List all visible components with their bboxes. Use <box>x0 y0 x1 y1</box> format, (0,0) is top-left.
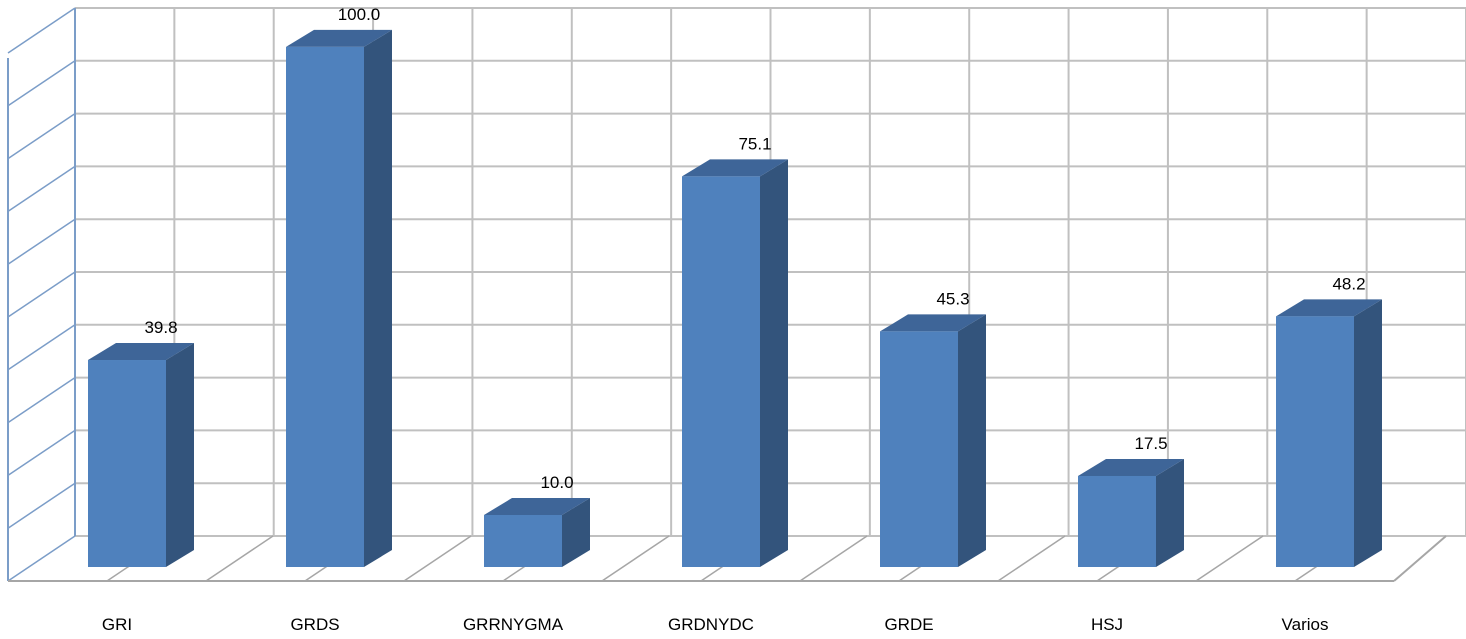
category-label: Varios <box>1282 615 1329 634</box>
chart-bars <box>88 29 1382 568</box>
side-wall-gridline <box>7 535 76 582</box>
side-wall-gridline <box>7 376 76 424</box>
bar-side <box>562 497 590 567</box>
bar-hsj <box>1078 458 1184 567</box>
data-label: 48.2 <box>1332 274 1365 293</box>
side-wall-gridline <box>7 218 76 265</box>
bar-gri <box>88 343 194 567</box>
bar-varios <box>1276 299 1382 567</box>
bar-front <box>1078 475 1156 567</box>
bar-side <box>1354 299 1382 567</box>
floor-gridline <box>403 535 472 582</box>
side-wall-gridline <box>7 7 76 54</box>
floor-right-edge <box>1393 535 1447 582</box>
category-label: GRDS <box>290 615 339 634</box>
data-label: 39.8 <box>144 318 177 337</box>
bar-side <box>364 29 392 568</box>
category-label: GRDE <box>884 615 933 634</box>
bar-top <box>682 159 788 177</box>
bar-grrnygma <box>484 497 590 567</box>
bar-front <box>286 46 364 568</box>
category-label: GRRNYGMA <box>463 615 564 634</box>
category-label: HSJ <box>1091 615 1123 634</box>
data-label: 17.5 <box>1134 434 1167 453</box>
bar-top <box>880 314 986 332</box>
floor-gridline <box>997 535 1066 582</box>
bar-top <box>286 29 392 47</box>
side-wall-gridline <box>7 429 76 477</box>
floor-gridline <box>799 535 868 582</box>
bar-top <box>1276 299 1382 317</box>
data-label: 100.0 <box>338 5 381 24</box>
bar-top <box>484 497 590 515</box>
bar-side <box>958 314 986 567</box>
bar-top <box>88 343 194 361</box>
bar-side <box>760 159 788 567</box>
side-wall-gridline <box>7 324 76 371</box>
bar-grds <box>286 29 392 568</box>
side-wall-gridline <box>7 271 76 318</box>
bar-side <box>1156 458 1184 567</box>
floor-gridline <box>205 535 274 582</box>
bar-front <box>880 331 958 567</box>
data-label: 75.1 <box>738 134 771 153</box>
category-label: GRDNYDC <box>668 615 754 634</box>
data-label: 10.0 <box>540 473 573 492</box>
side-wall-gridline <box>7 112 76 160</box>
bar-front <box>1276 316 1354 567</box>
floor-gridline <box>601 535 670 582</box>
bar-front <box>484 514 562 567</box>
side-wall-gridline <box>7 482 76 529</box>
chart-labels: 39.8 GRI 100.0 GRDS 10.0 GRRNYGMA 75.1 GRDNYDC 4… <box>102 5 1366 634</box>
bar-grde <box>880 314 986 567</box>
floor-gridline <box>1195 535 1264 582</box>
bar-grdnydc <box>682 159 788 567</box>
bar-front <box>88 360 166 567</box>
data-label: 45.3 <box>936 289 969 308</box>
side-wall-gridline <box>7 60 76 107</box>
bar-front <box>682 176 760 567</box>
side-wall-gridline <box>7 165 76 213</box>
category-label: GRI <box>102 615 132 634</box>
bar-top <box>1078 458 1184 476</box>
bar-side <box>166 343 194 567</box>
